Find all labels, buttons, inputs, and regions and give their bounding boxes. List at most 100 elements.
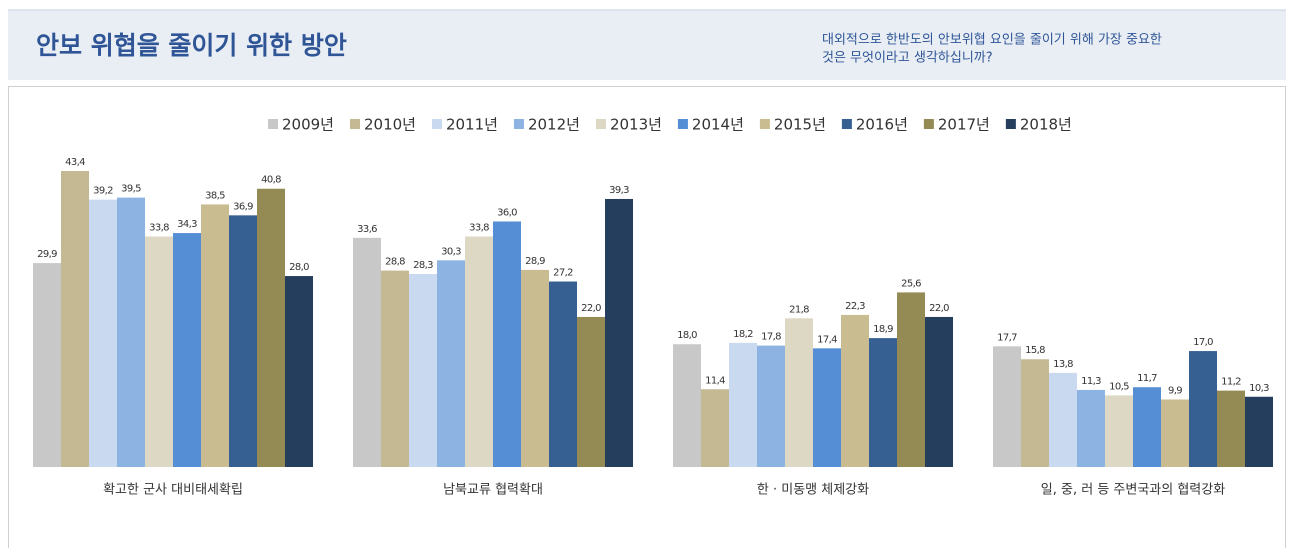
- value-label: 39,2: [93, 186, 113, 197]
- bar: [1049, 372, 1077, 467]
- legend-label: 2010년: [364, 116, 416, 134]
- legend-swatch: [431, 119, 442, 129]
- legend-label: 2013년: [610, 116, 662, 134]
- value-label: 38,5: [205, 190, 225, 201]
- bar: [1133, 387, 1161, 467]
- bar: [1161, 399, 1189, 467]
- value-label: 17,8: [761, 332, 781, 343]
- value-label: 18,2: [733, 329, 753, 340]
- legend-swatch: [513, 119, 524, 129]
- value-label: 22,3: [845, 301, 865, 312]
- value-label: 43,4: [65, 157, 85, 168]
- value-label: 22,0: [581, 303, 601, 314]
- bar: [1105, 395, 1133, 467]
- page-title: 안보 위협을 줄이기 위한 방안: [36, 31, 347, 60]
- value-label: 29,9: [37, 249, 57, 260]
- value-label: 36,0: [497, 207, 517, 218]
- bar: [465, 236, 493, 467]
- legend-label: 2009년: [282, 116, 334, 134]
- bar: [785, 318, 813, 467]
- bar: [577, 316, 605, 467]
- bar: [869, 338, 897, 467]
- legend-swatch: [841, 119, 852, 129]
- legend-label: 2018년: [1020, 116, 1072, 134]
- bar: [605, 198, 633, 467]
- category-label: 일, 중, 러 등 주변국과의 협력강화: [1041, 483, 1225, 498]
- chart-frame: [8, 86, 1286, 552]
- bar: [409, 273, 437, 467]
- value-label: 28,8: [385, 257, 405, 268]
- legend-swatch: [677, 119, 688, 129]
- value-label: 30,3: [441, 246, 461, 257]
- category-label: 확고한 군사 대비태세확립: [103, 483, 243, 498]
- value-label: 15,8: [1025, 345, 1045, 356]
- value-label: 13,8: [1053, 359, 1073, 370]
- legend-swatch: [349, 119, 360, 129]
- bar: [897, 292, 925, 467]
- legend-label: 2016년: [856, 116, 908, 134]
- value-label: 40,8: [261, 175, 281, 186]
- value-label: 11,3: [1081, 376, 1101, 387]
- bar: [1021, 359, 1049, 467]
- value-label: 33,8: [149, 222, 169, 233]
- bar: [993, 346, 1021, 467]
- value-label: 33,6: [357, 224, 377, 235]
- bar: [493, 221, 521, 467]
- bar: [673, 344, 701, 467]
- legend-label: 2012년: [528, 116, 580, 134]
- bar: [229, 215, 257, 467]
- bar: [1217, 390, 1245, 467]
- bar: [925, 316, 953, 467]
- bar: [521, 269, 549, 467]
- bar: [257, 188, 285, 467]
- bar: [813, 348, 841, 467]
- value-label: 10,5: [1109, 381, 1129, 392]
- value-label: 18,9: [873, 324, 893, 335]
- value-label: 27,2: [553, 267, 573, 278]
- value-label: 21,8: [789, 304, 809, 315]
- value-label: 39,3: [609, 185, 629, 196]
- value-label: 9,9: [1168, 385, 1182, 396]
- value-label: 11,7: [1137, 373, 1157, 384]
- question-line: 대외적으로 한반도의 안보위협 요인을 줄이기 위해 가장 중요한: [822, 33, 1162, 48]
- value-label: 28,0: [289, 262, 309, 273]
- value-label: 11,4: [705, 375, 725, 386]
- bar: [145, 236, 173, 467]
- legend-swatch: [923, 119, 934, 129]
- value-label: 36,9: [233, 201, 253, 212]
- bar: [1245, 396, 1273, 467]
- bar: [353, 237, 381, 467]
- value-label: 17,7: [997, 332, 1017, 343]
- value-label: 28,3: [413, 260, 433, 271]
- bar: [33, 263, 61, 467]
- value-label: 10,3: [1249, 383, 1269, 394]
- legend-swatch: [268, 119, 278, 129]
- bar: [89, 199, 117, 467]
- value-label: 25,6: [901, 278, 921, 289]
- question-line: 것은 무엇이라고 생각하십니까?: [822, 51, 993, 66]
- legend-label: 2011년: [446, 116, 498, 134]
- legend-label: 2015년: [774, 116, 826, 134]
- bar: [201, 204, 229, 467]
- value-label: 39,5: [121, 184, 141, 195]
- legend-label: 2014년: [692, 116, 744, 134]
- bar: [841, 314, 869, 467]
- bar: [61, 171, 89, 467]
- legend-label: 2017년: [938, 116, 990, 134]
- value-label: 34,3: [177, 219, 197, 230]
- value-label: 18,0: [677, 330, 697, 341]
- bar: [757, 345, 785, 467]
- legend-swatch: [595, 119, 606, 129]
- value-label: 33,8: [469, 222, 489, 233]
- bar: [1077, 389, 1105, 467]
- category-label: 남북교류 협력확대: [443, 483, 543, 498]
- value-label: 11,2: [1221, 377, 1241, 388]
- bar: [117, 197, 145, 468]
- bar: [549, 281, 577, 467]
- bar: [729, 342, 757, 467]
- value-label: 17,4: [817, 334, 837, 345]
- value-label: 22,0: [929, 303, 949, 314]
- legend-swatch: [759, 119, 770, 129]
- bar: [701, 389, 729, 467]
